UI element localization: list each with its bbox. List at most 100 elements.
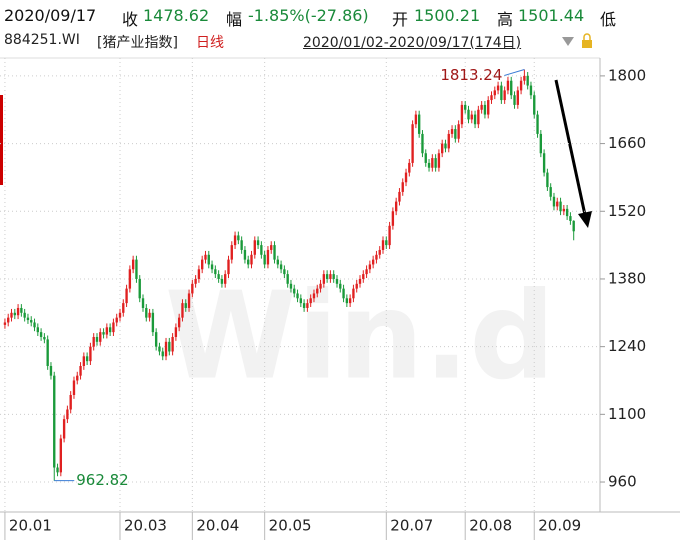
- low-label: 低: [600, 10, 617, 29]
- candle-body: [526, 75, 529, 86]
- candle-body: [174, 327, 178, 337]
- candle-body: [362, 274, 365, 279]
- candle-body: [562, 208, 566, 212]
- candle-body: [33, 322, 36, 328]
- candle-body: [184, 303, 187, 308]
- candle-body: [122, 303, 125, 313]
- dropdown-icon[interactable]: [562, 37, 574, 46]
- candle-body: [536, 114, 539, 134]
- candle-body: [82, 356, 86, 366]
- trend-arrowhead: [578, 211, 592, 228]
- candle-body: [30, 320, 33, 323]
- candle-body: [148, 312, 151, 318]
- candle-body: [187, 293, 191, 308]
- candle-body: [66, 409, 69, 420]
- candle-body: [408, 162, 411, 173]
- candle-body: [496, 85, 500, 91]
- candle-body: [381, 240, 385, 250]
- x-tick-label: 20.04: [196, 517, 239, 535]
- candle-body: [197, 269, 201, 279]
- candle-body: [214, 269, 217, 275]
- watermark: Win.d: [165, 268, 555, 407]
- candle-body: [3, 322, 7, 325]
- candle-body: [99, 332, 102, 342]
- candle-body: [233, 235, 237, 246]
- candle-body: [263, 254, 266, 265]
- candle-body: [322, 274, 326, 284]
- candle-body: [529, 85, 533, 96]
- candle-body: [510, 80, 513, 96]
- candle-body: [237, 235, 240, 241]
- x-tick-label: 20.03: [124, 517, 167, 535]
- candle-body: [177, 317, 181, 328]
- y-tick-label: 1800: [608, 66, 646, 84]
- period: 日线: [196, 35, 224, 51]
- candle-body: [519, 80, 523, 91]
- change-label: 幅: [226, 10, 243, 29]
- candle-body: [227, 259, 230, 275]
- candle-body: [546, 172, 549, 188]
- candle-body: [171, 336, 174, 352]
- candle-body: [7, 317, 10, 323]
- candle-body: [154, 332, 158, 347]
- candle-body: [375, 254, 378, 260]
- candle-body: [480, 104, 483, 110]
- candle-body: [224, 274, 227, 284]
- candle-body: [85, 356, 89, 362]
- y-tick-label: 1240: [608, 337, 646, 355]
- max-pointer: [504, 69, 525, 76]
- candle-body: [145, 307, 148, 318]
- candle-body: [76, 375, 79, 381]
- candle-body: [335, 278, 339, 284]
- candle-body: [46, 339, 49, 366]
- candle-body: [411, 124, 414, 163]
- candle-body: [348, 298, 352, 304]
- candle-body: [329, 274, 332, 279]
- candle-body: [112, 322, 115, 333]
- side-marker: [0, 95, 3, 185]
- candle-body: [10, 312, 13, 318]
- candle-body: [49, 365, 53, 376]
- candle-body: [523, 75, 526, 81]
- candle-body: [230, 245, 233, 260]
- candle-body: [79, 365, 82, 376]
- candle-body: [450, 129, 454, 134]
- candle-body: [210, 264, 214, 270]
- candle-body: [69, 394, 72, 410]
- candle-body: [108, 327, 112, 333]
- candle-body: [312, 293, 316, 299]
- lock-icon[interactable]: [582, 40, 592, 48]
- candle-body: [217, 274, 220, 279]
- candle-body: [464, 104, 467, 110]
- candle-body: [253, 240, 256, 255]
- candle-body: [220, 278, 224, 284]
- candle-body: [493, 90, 496, 96]
- candle-body: [309, 298, 312, 304]
- candle-body: [201, 259, 204, 270]
- code: 884251.WI: [4, 32, 80, 48]
- index-name: [猪产业指数]: [97, 35, 178, 51]
- high-label: 高: [497, 10, 514, 29]
- candle-body: [431, 158, 434, 168]
- candle-body: [164, 341, 168, 357]
- candle-body: [500, 85, 503, 101]
- candle-body: [470, 114, 473, 120]
- candle-body: [503, 90, 506, 101]
- trend-arrow: [554, 79, 587, 216]
- date-range[interactable]: 2020/01/02-2020/09/17(174日): [303, 35, 522, 51]
- candle-body: [260, 245, 263, 255]
- candle-body: [401, 182, 404, 192]
- candle-body: [368, 264, 372, 270]
- close-value: 1478.62: [143, 6, 210, 25]
- candle-body: [378, 249, 381, 255]
- candle-body: [398, 191, 401, 202]
- candle-body: [250, 254, 253, 265]
- candle-body: [59, 438, 63, 473]
- candle-body: [404, 172, 408, 183]
- candle-body: [289, 283, 293, 289]
- candle-body: [483, 104, 487, 115]
- candle-body: [516, 90, 519, 105]
- candle-body: [135, 259, 138, 279]
